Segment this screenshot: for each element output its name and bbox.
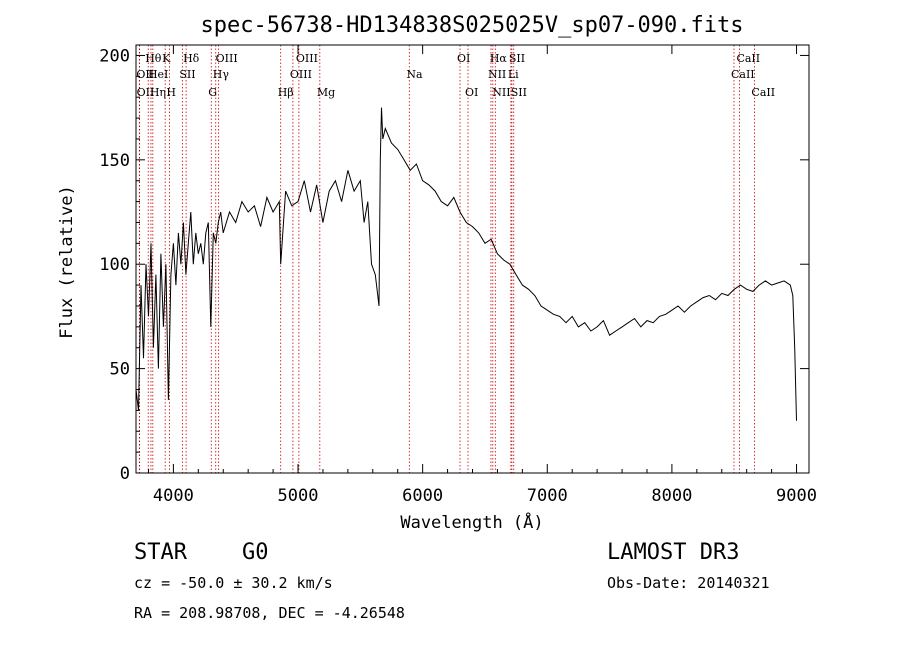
- x-axis-ticks: 4000 5000 6000 7000 8000 9000: [147, 45, 817, 506]
- line-label-12: OIII: [296, 52, 318, 65]
- redshift-readout: cz = -50.0 ± 30.2 km/s: [134, 574, 333, 592]
- line-label-18: OI: [465, 86, 478, 99]
- y-tick-label-3: 150: [99, 151, 130, 171]
- line-label-13: OIII: [290, 68, 312, 81]
- object-class: STAR: [134, 540, 187, 565]
- x-tick-label-2: 6000: [402, 486, 443, 506]
- line-label-14: Hβ: [278, 86, 294, 99]
- subclass: G0: [242, 540, 269, 565]
- line-label-5: K: [162, 52, 171, 65]
- chart-title: spec-56738-HD134838S025025V_sp07-090.fit…: [200, 13, 743, 38]
- x-tick-label-3: 7000: [527, 486, 568, 506]
- y-axis-label: Flux (relative): [57, 185, 77, 339]
- x-tick-label-5: 9000: [776, 486, 817, 506]
- line-label-1: OII: [136, 68, 154, 81]
- x-tick-label-4: 8000: [651, 486, 692, 506]
- line-label-8: Hδ: [183, 52, 200, 65]
- line-label-17: OI: [457, 52, 470, 65]
- y-axis-ticks: 0 50 100 150 200: [99, 46, 809, 484]
- line-label-23: NII: [492, 86, 510, 99]
- line-label-6: SII: [179, 68, 195, 81]
- line-label-25: CaII: [736, 52, 760, 65]
- spectral-line-markers: [138, 45, 755, 473]
- y-tick-label-0: 0: [120, 464, 130, 484]
- line-label-19: Hα: [490, 52, 508, 65]
- obs-date: Obs-Date: 20140321: [607, 574, 770, 592]
- line-label-22: Li: [508, 68, 519, 81]
- line-label-3: HeI: [148, 68, 168, 81]
- line-label-10: Hγ: [213, 68, 230, 81]
- line-label-24: SII: [511, 86, 527, 99]
- line-label-16: Na: [406, 68, 423, 81]
- line-label-20: SII: [509, 52, 525, 65]
- y-tick-label-2: 100: [99, 255, 130, 275]
- y-tick-label-4: 200: [99, 46, 130, 66]
- survey-name: LAMOST DR3: [607, 540, 740, 565]
- y-tick-label-1: 50: [110, 360, 130, 380]
- flux-line: [135, 107, 797, 421]
- line-label-4: Hη: [150, 86, 166, 99]
- plot-frame: [135, 44, 810, 474]
- line-label-2: OII: [137, 86, 155, 99]
- x-axis-label: Wavelength (Å): [400, 511, 543, 533]
- line-label-27: CaII: [751, 86, 775, 99]
- coordinates: RA = 208.98708, DEC = -4.26548: [134, 604, 405, 622]
- line-label-9: OIII: [216, 52, 238, 65]
- x-tick-label-0: 4000: [153, 486, 194, 506]
- x-tick-label-1: 5000: [278, 486, 319, 506]
- line-label-7: H: [166, 86, 176, 99]
- line-label-11: G: [208, 86, 217, 99]
- line-label-26: CaII: [731, 68, 755, 81]
- line-label-21: NII: [488, 68, 506, 81]
- line-label-0: Hθ: [145, 52, 162, 65]
- line-label-15: Mg: [317, 86, 335, 99]
